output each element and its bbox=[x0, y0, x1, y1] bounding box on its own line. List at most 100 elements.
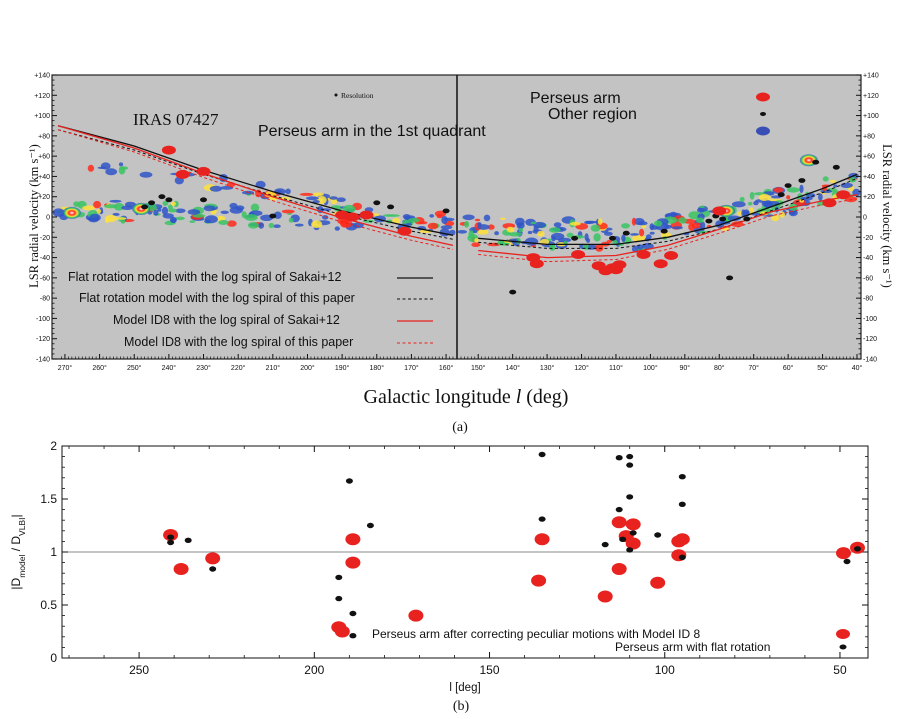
y-tick-label-right: +100 bbox=[863, 113, 879, 120]
other-region-point bbox=[798, 178, 806, 183]
x-tick-label: 60° bbox=[783, 364, 794, 372]
legend-top-marker-2 bbox=[760, 112, 766, 116]
x-tick-label: 170° bbox=[404, 364, 419, 372]
y-tick-label-left: +40 bbox=[38, 174, 50, 181]
other-region-point bbox=[784, 183, 792, 189]
resolution-marker bbox=[334, 93, 338, 97]
curve-flat-sakai bbox=[57, 125, 858, 246]
emission-blob bbox=[440, 225, 453, 230]
emission-blob bbox=[471, 242, 481, 247]
emission-blob bbox=[216, 215, 226, 222]
emission-blob bbox=[436, 214, 443, 219]
x-tick-label: 270° bbox=[58, 364, 73, 372]
flat-rotation-point bbox=[366, 522, 374, 529]
emission-blob bbox=[209, 185, 222, 192]
legend-b-marker-1 bbox=[836, 629, 850, 639]
y-tick-label-right: -60 bbox=[863, 275, 873, 282]
emission-blob bbox=[749, 191, 755, 200]
emission-blob bbox=[477, 224, 490, 230]
flat-rotation-point bbox=[619, 536, 627, 542]
emission-blob bbox=[639, 228, 645, 237]
x-tick-label: 90° bbox=[680, 364, 691, 372]
emission-blob bbox=[606, 240, 613, 243]
emission-blob bbox=[148, 204, 157, 212]
panel-b-ylabel: |Dmodel / DVLBI| bbox=[9, 514, 27, 589]
flat-rotation-point bbox=[538, 451, 546, 458]
panel-b-points bbox=[163, 451, 865, 639]
other-region-point bbox=[622, 230, 630, 236]
emission-blob bbox=[93, 200, 102, 209]
flat-rotation-point bbox=[615, 506, 623, 513]
y-tick-label-left: -40 bbox=[40, 255, 50, 262]
y-tick-label-left: -20 bbox=[40, 235, 50, 242]
emission-blob bbox=[671, 226, 684, 230]
emission-blob bbox=[524, 237, 539, 246]
emission-blob bbox=[169, 216, 177, 223]
panel-b: 0 0.5 1 1.5 2 250 200 150 100 50 Perseus arm afte… bbox=[9, 439, 869, 714]
other-region-point bbox=[719, 216, 727, 222]
emission-blob bbox=[494, 231, 499, 236]
other-region-point bbox=[777, 192, 785, 198]
legend-b-label-1: Perseus arm after correcting peculiar mo… bbox=[372, 627, 700, 641]
emission-blob bbox=[203, 205, 216, 212]
emission-blob bbox=[593, 233, 601, 242]
y-tick-label-right: +40 bbox=[863, 174, 875, 181]
other-region-point bbox=[148, 200, 156, 206]
emission-blob bbox=[382, 214, 393, 217]
model-id8-point bbox=[408, 609, 424, 622]
flat-rotation-point bbox=[678, 554, 686, 560]
model-id8-point bbox=[674, 533, 690, 546]
resolution-note: Resolution bbox=[334, 91, 374, 100]
legend-top-label-1: Perseus arm bbox=[530, 90, 621, 107]
other-region-point bbox=[705, 218, 713, 224]
emission-blob bbox=[462, 214, 475, 221]
emission-blob bbox=[649, 231, 655, 235]
model-id8-point bbox=[650, 576, 666, 589]
x-tick-label: 230° bbox=[196, 364, 211, 372]
emission-blob bbox=[516, 222, 522, 229]
emission-blob bbox=[419, 221, 428, 225]
panel-a-xlabel: Galactic longitude l (deg) bbox=[364, 386, 569, 408]
model-id8-point bbox=[345, 533, 361, 546]
y-tick-label-left: +20 bbox=[38, 194, 50, 201]
emission-blob bbox=[100, 162, 111, 170]
panel-a-xlabel-text-2: (deg) bbox=[521, 386, 568, 408]
model-id8-point bbox=[625, 537, 641, 550]
perseus-arm-point bbox=[161, 145, 176, 155]
emission-blob bbox=[408, 218, 420, 223]
emission-hotspot bbox=[62, 206, 81, 219]
perseus-arm-point bbox=[345, 212, 360, 222]
emission-blob bbox=[477, 229, 489, 235]
emission-blob bbox=[697, 207, 705, 213]
perseus-arm-point bbox=[175, 169, 190, 179]
flat-rotation-point bbox=[626, 462, 634, 468]
emission-blob bbox=[449, 229, 456, 236]
emission-blob bbox=[118, 162, 124, 167]
x-tick-label: 260° bbox=[92, 364, 107, 372]
flat-rotation-point bbox=[335, 595, 343, 602]
perseus-arm-point bbox=[822, 198, 837, 208]
b-x-tick-label: 100 bbox=[655, 663, 675, 677]
flat-rotation-point bbox=[615, 455, 623, 461]
y-tick-label-right: +120 bbox=[863, 93, 879, 100]
emission-blob bbox=[258, 222, 265, 229]
emission-blob bbox=[799, 199, 805, 203]
emission-blob bbox=[305, 196, 319, 201]
source-label: IRAS 07427 bbox=[133, 110, 219, 129]
emission-blob bbox=[773, 187, 784, 193]
emission-blob bbox=[285, 188, 291, 195]
emission-blob bbox=[822, 176, 829, 182]
panel-a: +140 +140 +120 +120 +100 +100 +80 +80 +60 +60 +40 +… bbox=[27, 73, 894, 436]
emission-blob bbox=[312, 200, 320, 204]
emission-blob bbox=[268, 222, 275, 229]
emission-blob bbox=[294, 223, 304, 227]
other-region-point bbox=[141, 204, 149, 210]
emission-blob bbox=[653, 220, 663, 227]
emission-blob bbox=[113, 203, 125, 211]
emission-blob bbox=[273, 224, 281, 228]
emission-blob bbox=[506, 226, 515, 233]
other-region-point bbox=[200, 197, 207, 203]
other-region-point bbox=[442, 208, 450, 214]
emission-blob bbox=[700, 221, 706, 230]
